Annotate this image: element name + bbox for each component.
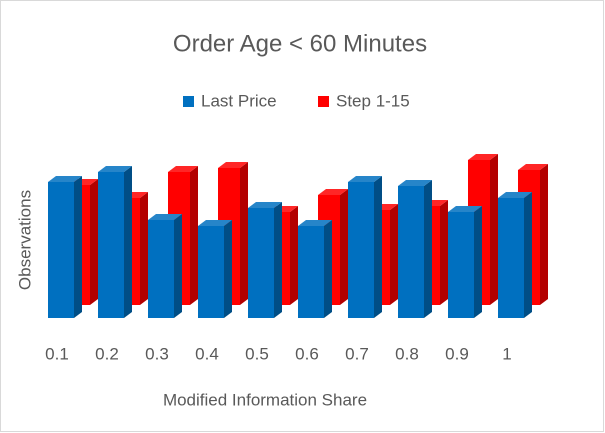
bar-top <box>148 214 182 220</box>
chart-title: Order Age < 60 Minutes <box>173 30 427 57</box>
y-axis-title: Observations <box>15 190 34 290</box>
bar-side <box>390 204 398 305</box>
bar <box>248 208 274 318</box>
bar-side <box>124 166 132 318</box>
bar-side <box>174 214 182 318</box>
bar-side <box>490 154 498 305</box>
legend-swatch <box>318 96 329 107</box>
bar-side <box>324 220 332 318</box>
legend-label: Last Price <box>201 91 277 110</box>
bar-top <box>348 176 382 182</box>
bar <box>98 172 124 318</box>
bar-side <box>290 206 298 305</box>
bar <box>448 212 474 318</box>
bar-top <box>498 192 532 198</box>
bar-side <box>440 200 448 305</box>
bar-side <box>540 164 548 305</box>
bar-side <box>424 180 432 318</box>
bar-top <box>518 164 548 170</box>
bar-side <box>474 206 482 318</box>
bar <box>198 226 224 318</box>
bar <box>148 220 174 318</box>
bar <box>298 226 324 318</box>
bar-top <box>298 220 332 226</box>
bar <box>348 182 374 318</box>
bar-top <box>468 154 498 160</box>
x-tick-label: 0.6 <box>295 344 319 363</box>
bar-side <box>240 162 248 305</box>
x-tick-label: 0.5 <box>245 344 269 363</box>
legend-swatch <box>183 96 194 107</box>
bar-side <box>190 166 198 305</box>
x-tick-label: 1 <box>502 344 511 363</box>
bar-side <box>340 189 348 305</box>
x-tick-label: 0.3 <box>145 344 169 363</box>
bar <box>48 182 74 318</box>
x-tick-label: 0.1 <box>45 344 69 363</box>
x-tick-label: 0.2 <box>95 344 119 363</box>
bar <box>398 186 424 318</box>
bar-side <box>524 192 532 318</box>
bar-top <box>398 180 432 186</box>
bar-top <box>98 166 132 172</box>
bar-top <box>48 176 82 182</box>
x-tick-label: 0.8 <box>395 344 419 363</box>
x-tick-label: 0.4 <box>195 344 219 363</box>
bar-top <box>248 202 282 208</box>
bar-side <box>274 202 282 318</box>
x-axis-title: Modified Information Share <box>163 390 367 409</box>
bar-side <box>374 176 382 318</box>
legend-label: Step 1-15 <box>336 91 410 110</box>
bar-side <box>140 192 148 305</box>
bar-side <box>74 176 82 318</box>
bar-top <box>318 189 348 195</box>
x-tick-label: 0.9 <box>445 344 469 363</box>
bar-side <box>224 220 232 318</box>
bar-top <box>448 206 482 212</box>
bar-top <box>198 220 232 226</box>
bar <box>498 198 524 318</box>
bar-top <box>218 162 248 168</box>
bar-side <box>90 179 98 305</box>
bar-top <box>168 166 198 172</box>
x-tick-label: 0.7 <box>345 344 369 363</box>
